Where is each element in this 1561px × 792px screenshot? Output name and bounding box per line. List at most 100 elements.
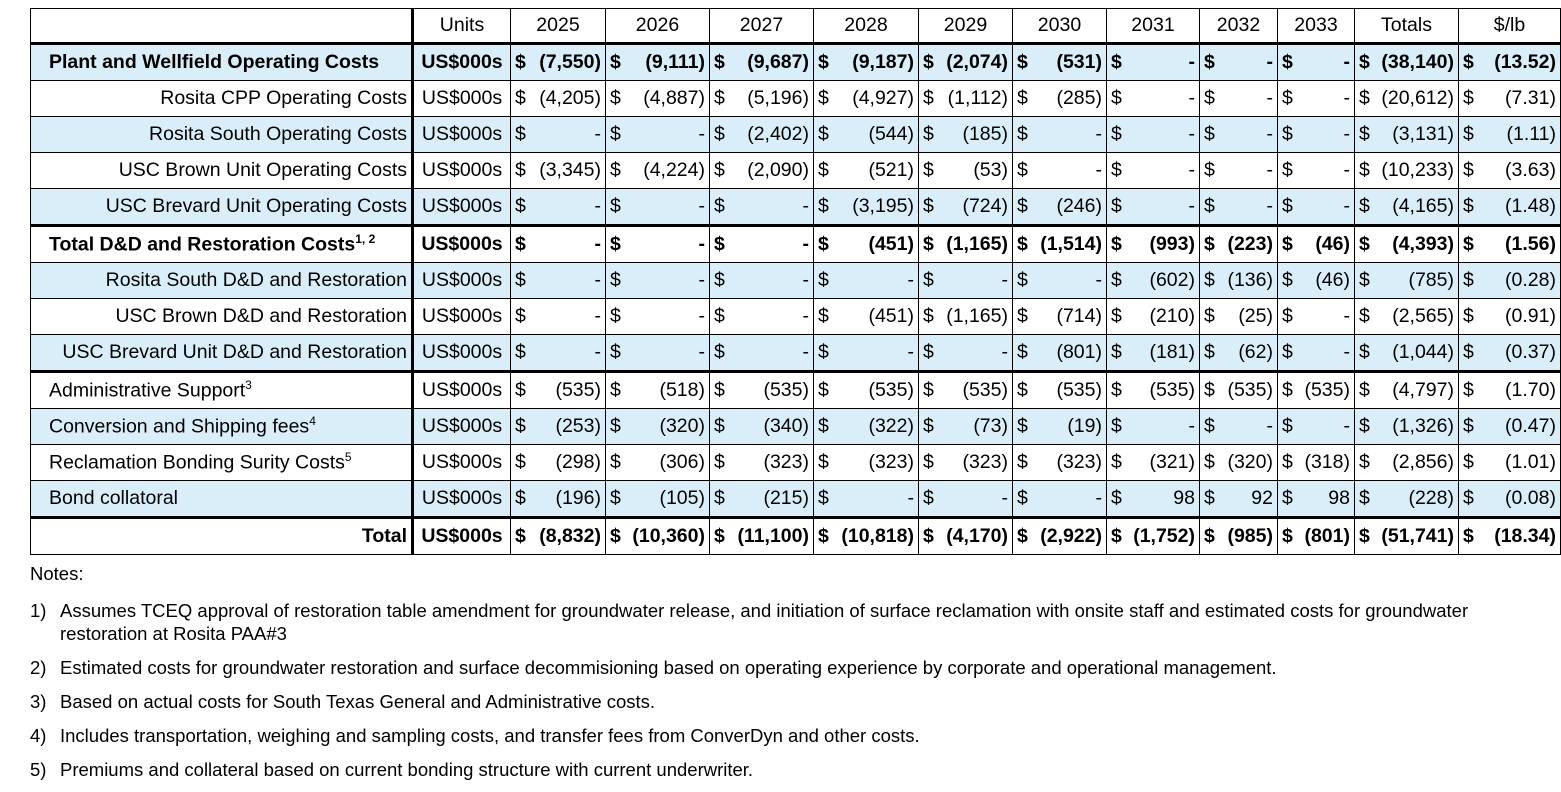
row-label: Administrative Support3 [30,370,414,409]
value-cell: $ - [918,262,1013,299]
cell-value: (714) [1056,305,1102,327]
currency-symbol: $ [1204,305,1215,327]
value-cell: $ (0.47) [1458,408,1561,445]
cell-value: (323) [1056,451,1102,473]
value-cell: $ - [605,188,710,226]
currency-symbol: $ [610,487,621,509]
value-cell: $ (73) [918,408,1013,445]
currency-symbol: $ [818,451,829,473]
value-cell: $ - [918,480,1013,518]
cell-value: (10,233) [1381,159,1454,181]
value-cell: $ (535) [1012,370,1107,409]
value-cell: $ (2,074) [918,42,1013,81]
row-units: US$000s [412,334,511,372]
row-label-text: USC Brown D&D and Restoration [115,305,407,327]
cell-value: (196) [555,487,601,509]
currency-symbol: $ [923,123,934,145]
table-body: Plant and Wellfield Operating Costs US$00… [30,42,1561,555]
row-label: USC Brevard Unit D&D and Restoration [30,334,414,372]
currency-symbol: $ [610,87,621,109]
currency-symbol: $ [1017,269,1028,291]
currency-symbol: $ [1017,487,1028,509]
table-row: Rosita South D&D and Restoration US$000s $… [30,262,1561,299]
value-cell: $ (0.08) [1458,480,1561,518]
currency-symbol: $ [1463,487,1474,509]
row-units: US$000s [412,516,511,555]
footnote-marker: 4 [309,414,316,429]
value-cell: $ (0.91) [1458,298,1561,335]
currency-symbol: $ [1282,415,1293,437]
value-cell: $ (9,187) [813,42,919,81]
currency-symbol: $ [1017,159,1028,181]
currency-symbol: $ [1359,341,1370,363]
currency-symbol: $ [1017,415,1028,437]
note-item: 4) Includes transportation, weighing and … [30,724,1550,747]
cell-value: (1.48) [1505,195,1556,217]
cell-value: (544) [868,123,914,145]
currency-symbol: $ [714,341,725,363]
note-number: 2) [30,657,47,678]
currency-symbol: $ [818,305,829,327]
table-row: USC Brown Unit Operating Costs US$000s $ (3… [30,152,1561,189]
cell-value: (5,196) [747,87,809,109]
currency-symbol: $ [1204,525,1215,547]
value-cell: $ (322) [813,408,919,445]
cell-value: - [698,233,706,255]
cell-value: (3,131) [1392,123,1454,145]
value-cell: $ (4,887) [605,80,710,117]
value-cell: $ (2,565) [1354,298,1459,335]
currency-symbol: $ [818,415,829,437]
currency-symbol: $ [1282,269,1293,291]
row-label-text: Plant and Wellfield Operating Costs [49,51,380,73]
cell-value: (1,165) [946,233,1008,255]
cell-value: - [1188,415,1196,437]
value-cell: $ (51,741) [1354,516,1459,555]
value-cell: $ - [1012,480,1107,518]
table-row: Total D&D and Restoration Costs1, 2 US$00… [30,224,1561,263]
currency-symbol: $ [714,195,725,217]
value-cell: $ (1.70) [1458,370,1561,409]
currency-symbol: $ [610,305,621,327]
row-label: USC Brevard Unit Operating Costs [30,188,414,226]
cell-value: (1,044) [1392,341,1454,363]
header-2026: 2026 [605,8,710,45]
value-cell: $ - [605,298,710,335]
currency-symbol: $ [515,233,526,255]
value-cell: $ - [1106,408,1200,445]
cell-value: - [1266,415,1274,437]
value-cell: $ (285) [1012,80,1107,117]
currency-symbol: $ [1204,123,1215,145]
value-cell: $ (318) [1277,444,1355,481]
currency-symbol: $ [714,525,725,547]
cell-value: (136) [1227,269,1273,291]
currency-symbol: $ [714,451,725,473]
row-units: US$000s [412,188,511,226]
cell-value: - [1095,159,1103,181]
currency-symbol: $ [1463,233,1474,255]
cell-value: (993) [1149,233,1195,255]
currency-symbol: $ [714,51,725,73]
row-units: US$000s [412,262,511,299]
note-text: Premiums and collateral based on current… [60,759,754,780]
table-row: Administrative Support3 US$000s $ (535) $ (51… [30,370,1561,409]
row-units: US$000s [412,298,511,335]
currency-symbol: $ [1111,415,1122,437]
row-units: US$000s [412,116,511,153]
currency-symbol: $ [1204,415,1215,437]
currency-symbol: $ [515,195,526,217]
value-cell: $ (19) [1012,408,1107,445]
cell-value: (223) [1227,233,1273,255]
value-cell: $ (1,165) [918,298,1013,335]
cell-value: (322) [868,415,914,437]
currency-symbol: $ [1204,87,1215,109]
value-cell: $ - [1277,298,1355,335]
currency-symbol: $ [818,51,829,73]
value-cell: $ (13.52) [1458,42,1561,81]
value-cell: $ (20,612) [1354,80,1459,117]
cell-value: (4,927) [852,87,914,109]
cell-value: (451) [868,233,914,255]
value-cell: $ (246) [1012,188,1107,226]
cell-value: (535) [1149,379,1195,401]
note-number: 3) [30,691,47,712]
footnote-marker: 1, 2 [355,232,376,247]
